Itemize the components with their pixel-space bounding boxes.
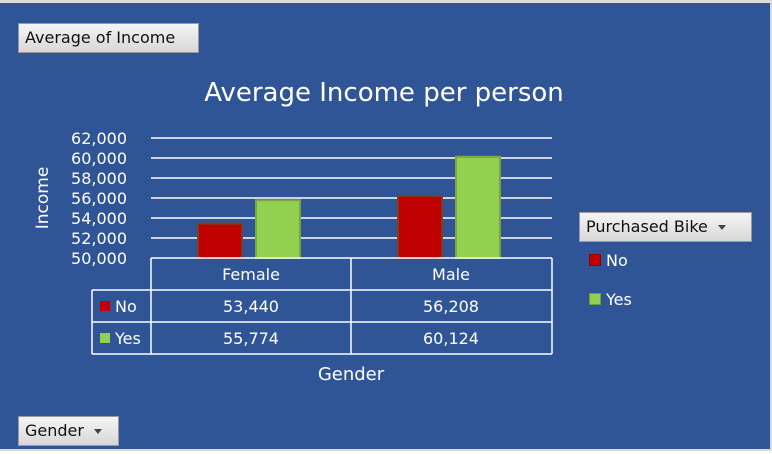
bars [197,155,501,260]
bar-no-male [397,194,443,259]
bar-yes-male [455,155,501,259]
data-table: Female Male No 53,440 56,208 Yes 55,774 60,124 [91,257,553,355]
y-tick-label: 50,000 [71,249,127,268]
legend-item-no: No [589,251,628,271]
table-series-label: Yes [114,329,141,348]
chevron-down-icon [93,429,102,434]
y-tick-label: 60,000 [71,149,127,168]
legend-label-no: No [606,251,628,270]
data-table-cell: 60,124 [423,329,479,348]
bar-no-female [197,222,243,260]
chart: Average Income per person Income 50,0005… [33,78,564,385]
axis-field-label: Gender [25,421,84,440]
y-tick-label: 62,000 [71,129,127,148]
table-legend-key-yes [100,333,110,343]
y-tick-label: 56,000 [71,189,127,208]
chart-title: Average Income per person [204,78,564,108]
x-category-label: Female [222,265,280,284]
legend-swatch-yes [589,293,601,305]
axis-field-button[interactable]: Gender [18,416,119,446]
value-field-button[interactable]: Average of Income [18,23,199,53]
legend-swatch-no [589,254,601,266]
legend-field-label: Purchased Bike [586,217,708,236]
y-axis-ticks: 50,00052,00054,00056,00058,00060,00062,0… [71,129,127,268]
table-series-label: No [115,297,137,316]
y-tick-label: 54,000 [71,209,127,228]
legend-field-button[interactable]: Purchased Bike [579,212,752,242]
x-axis-label: Gender [318,364,385,385]
data-table-cell: 55,774 [223,329,279,348]
x-category-label: Male [432,265,470,284]
table-legend-key-no [100,301,110,311]
y-tick-label: 58,000 [71,169,127,188]
value-field-label: Average of Income [25,28,176,47]
bar-yes-female [255,199,301,259]
data-table-cell: 53,440 [223,297,279,316]
y-tick-label: 52,000 [71,229,127,248]
y-axis-label: Income [33,167,53,230]
data-table-cell: 56,208 [423,297,479,316]
chevron-down-icon [717,225,726,230]
legend-label-yes: Yes [606,290,632,309]
legend-item-yes: Yes [589,290,632,310]
